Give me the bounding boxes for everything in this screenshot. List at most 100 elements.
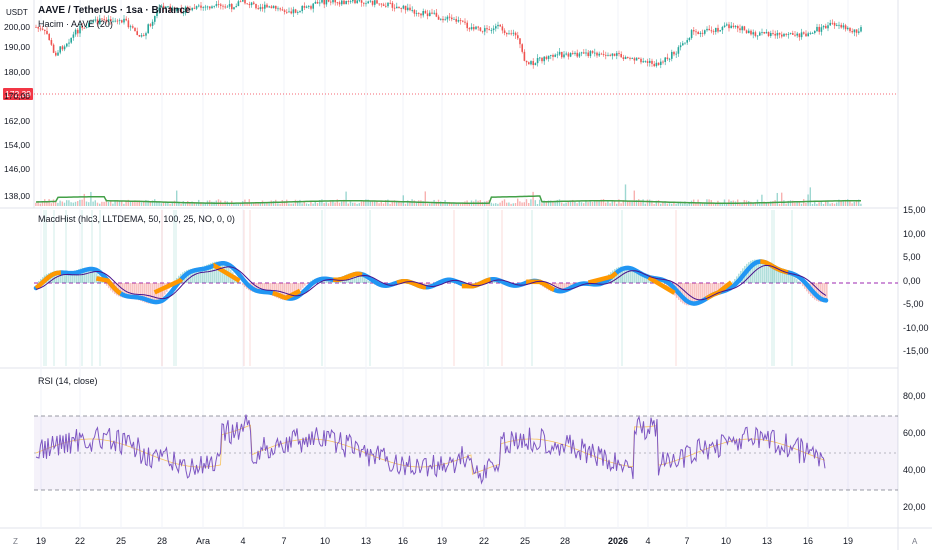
- candle-body: [853, 29, 856, 33]
- candle-body: [112, 20, 114, 22]
- candle-body: [501, 26, 504, 31]
- macd-hist-bar: [628, 268, 630, 283]
- volume-bar: [620, 203, 622, 206]
- volume-bar: [569, 201, 572, 206]
- candle-body: [283, 10, 286, 12]
- candle-body: [107, 19, 110, 22]
- volume-bar: [503, 199, 506, 206]
- volume-bar: [299, 199, 301, 206]
- volume-bar: [686, 203, 688, 206]
- volume-bar: [50, 203, 52, 206]
- volume-bar: [277, 203, 279, 206]
- macd-hist-bar: [64, 272, 66, 283]
- volume-bar: [712, 202, 715, 206]
- candle-body: [561, 51, 563, 58]
- volume-bar: [72, 202, 74, 206]
- candle-body: [723, 25, 726, 27]
- candle-body: [407, 7, 409, 11]
- volume-bar: [63, 202, 66, 206]
- candle-body: [200, 5, 202, 8]
- rsi-line: [35, 414, 826, 485]
- candle-body: [512, 32, 515, 34]
- volume-bar: [481, 202, 484, 206]
- volume-bar: [88, 202, 90, 206]
- volume-ma-line: [35, 195, 861, 204]
- candle-body: [704, 30, 706, 34]
- candle-body: [116, 20, 119, 22]
- macd-hist-bar: [270, 283, 272, 296]
- candle-body: [184, 6, 187, 13]
- candle-body: [235, 6, 237, 8]
- volume-bar: [110, 201, 112, 206]
- candle-body: [671, 51, 673, 59]
- macd-hist-bar: [710, 283, 712, 295]
- rsi-label[interactable]: RSI (14, close): [38, 376, 98, 386]
- candle-body: [294, 9, 297, 13]
- volume-bar: [646, 199, 649, 206]
- volume-bar: [66, 200, 68, 206]
- volume-bar: [818, 202, 820, 206]
- volume-bar: [44, 199, 46, 206]
- candle-body: [767, 32, 770, 36]
- volume-bar: [255, 202, 257, 206]
- candle-body: [741, 26, 743, 31]
- volume-bar: [143, 200, 145, 206]
- last-price-tag: 172,39: [3, 88, 33, 100]
- volume-bar: [699, 203, 701, 206]
- volume-bar: [541, 203, 543, 206]
- candle-body: [202, 7, 204, 8]
- volume-bar: [233, 203, 235, 206]
- volume-bar: [156, 201, 158, 206]
- volume-bar: [347, 203, 349, 206]
- volume-bar: [107, 201, 110, 206]
- macd-hist-bar: [778, 270, 780, 283]
- auto-scale-toggle[interactable]: A: [912, 537, 918, 546]
- candle-body: [327, 0, 330, 2]
- volume-bar: [539, 199, 541, 206]
- candle-body: [255, 3, 257, 9]
- candle-body: [752, 32, 754, 35]
- candle-body: [809, 33, 812, 34]
- macd-hist-bar: [204, 265, 206, 283]
- volume-bar: [651, 200, 653, 206]
- candle-body: [479, 27, 482, 31]
- candle-body: [244, 0, 246, 4]
- candle-body: [316, 1, 319, 4]
- macd-label[interactable]: MacdHist (hlc3, LLTDEMA, 50, 100, 25, NO…: [38, 214, 235, 224]
- price-axis-label: 190,00: [4, 42, 30, 52]
- candle-body: [44, 29, 46, 31]
- timezone-toggle[interactable]: Z: [13, 537, 18, 546]
- volume-bar: [173, 200, 176, 206]
- price-axis-label: 200,00: [4, 22, 30, 32]
- candle-body: [646, 61, 649, 63]
- volume-bar: [684, 201, 686, 206]
- volume-bar: [297, 200, 299, 206]
- macd-hist-bar: [280, 283, 282, 300]
- volume-bar: [556, 199, 558, 206]
- volume-bar: [103, 201, 105, 206]
- volume-bar: [316, 203, 319, 206]
- macd-axis-label: 15,00: [903, 205, 926, 215]
- volume-bar: [376, 200, 378, 206]
- volume-bar: [759, 203, 761, 206]
- candle-body: [136, 31, 138, 36]
- candle-body: [393, 7, 396, 9]
- macd-hist-bar: [296, 283, 298, 295]
- candle-body: [233, 7, 235, 10]
- macd-hist-bar: [200, 266, 202, 283]
- volume-bar: [323, 203, 325, 206]
- volume-bar: [822, 203, 825, 206]
- candle-body: [35, 26, 37, 28]
- macd-hist-bar: [696, 283, 698, 303]
- volume-bar: [402, 195, 404, 206]
- volume-bar: [136, 201, 138, 206]
- macd-hist-bar: [756, 259, 758, 283]
- macd-hist-bar: [702, 283, 704, 299]
- volume-label[interactable]: Hacim · AAVE (20): [38, 19, 113, 29]
- macd-hist-bar: [762, 261, 764, 283]
- candle-body: [569, 53, 572, 57]
- candle-body: [204, 6, 207, 8]
- volume-bar: [393, 200, 396, 206]
- symbol-title[interactable]: AAVE / TetherUS · 1sa · Binance: [38, 5, 191, 16]
